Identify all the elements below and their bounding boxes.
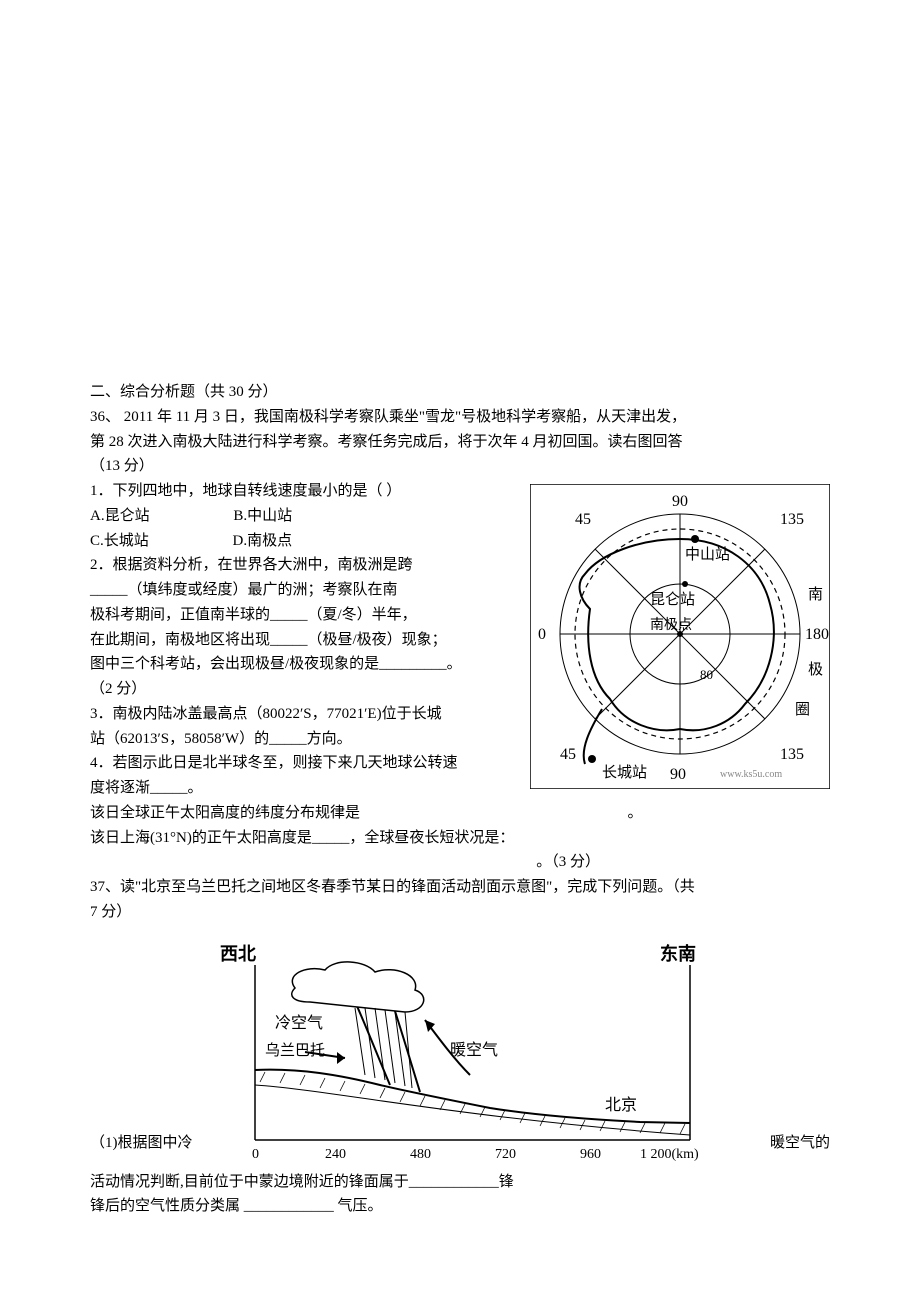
q37-stem-2: 7 分） — [90, 900, 830, 925]
svg-text:冷空气: 冷空气 — [275, 1014, 323, 1032]
q36-sub1: 1．下列四地中，地球自转线速度最小的是（ ） — [90, 479, 510, 504]
q36-sub2-pts: （2 分） — [90, 677, 510, 702]
option-a: A.昆仑站 — [90, 504, 150, 529]
svg-text:中山站: 中山站 — [685, 546, 730, 563]
q37-sub1-suffix: 暖空气的 — [770, 1131, 830, 1152]
svg-text:www.ks5u.com: www.ks5u.com — [720, 769, 782, 780]
q36-sub2-l2: _____（填纬度或经度）最广的洲；考察队在南 — [90, 578, 510, 603]
svg-text:0: 0 — [538, 626, 546, 643]
q36-stem-3: （13 分） — [90, 454, 830, 479]
svg-text:240: 240 — [325, 1147, 346, 1162]
option-d: D.南极点 — [233, 529, 293, 554]
svg-text:45: 45 — [560, 746, 576, 763]
cross-section-figure: 西北 东南 — [210, 940, 710, 1170]
q36-sub2-l5: 图中三个科考站，会出现极昼/极夜现象的是_________。 — [90, 652, 510, 677]
q36-sub4-l4: 该日上海(31°N)的正午太阳高度是_____，全球昼夜长短状况是： — [90, 826, 830, 851]
q36-sub4-l3: 该日全球正午太阳高度的纬度分布规律是 。 — [90, 801, 830, 826]
svg-text:西北: 西北 — [220, 944, 256, 964]
svg-text:长城站: 长城站 — [602, 764, 647, 781]
q36-sub4-l3-end: 。 — [628, 805, 643, 821]
svg-text:东南: 东南 — [660, 943, 696, 964]
svg-text:北京: 北京 — [605, 1096, 637, 1114]
svg-text:180: 180 — [805, 626, 829, 643]
svg-text:0: 0 — [252, 1147, 259, 1162]
q37-sub1-l2: 活动情况判断,目前位于中蒙边境附近的锋面属于____________锋 — [90, 1170, 830, 1195]
svg-text:45: 45 — [575, 511, 591, 528]
q36-sub4-l2: 度将逐渐_____。 — [90, 776, 510, 801]
question-37: 37、读"北京至乌兰巴托之间地区冬春季节某日的锋面活动剖面示意图"，完成下列问题… — [90, 875, 830, 1219]
q36-sub4-l1: 4．若图示此日是北半球冬至，则接下来几天地球公转速 — [90, 751, 510, 776]
q37-figure-wrapper: 西北 东南 — [90, 940, 830, 1170]
svg-text:135: 135 — [780, 746, 804, 763]
svg-text:圈: 圈 — [795, 702, 810, 718]
svg-text:极: 极 — [808, 661, 823, 678]
option-c: C.长城站 — [90, 529, 149, 554]
q36-sub4-pts: 。（3 分） — [90, 850, 830, 875]
q36-sub3-l1: 3．南极内陆冰盖最高点（80022′S，77021′E)位于长城 — [90, 702, 510, 727]
q36-sub2-l1: 2．根据资料分析，在世界各大洲中，南极洲是跨 — [90, 553, 510, 578]
q37-stem-1: 37、读"北京至乌兰巴托之间地区冬春季节某日的锋面活动剖面示意图"，完成下列问题… — [90, 875, 830, 900]
svg-text:90: 90 — [672, 493, 688, 510]
svg-text:720: 720 — [495, 1147, 516, 1162]
q36-sub2-l3: 极科考期间，正值南半球的_____（夏/冬）半年， — [90, 603, 510, 628]
option-b: B.中山站 — [233, 504, 292, 529]
svg-text:乌兰巴托: 乌兰巴托 — [265, 1042, 325, 1059]
q36-stem-1: 36、 2011 年 11 月 3 日，我国南极科学考察队乘坐"雪龙"号极地科学… — [90, 405, 830, 430]
svg-text:960: 960 — [580, 1147, 601, 1162]
q36-stem-2: 第 28 次进入南极大陆进行科学考察。考察任务完成后，将于次年 4 月初回国。读… — [90, 430, 830, 455]
question-36: 36、 2011 年 11 月 3 日，我国南极科学考察队乘坐"雪龙"号极地科学… — [90, 405, 830, 875]
q36-sub2-l4: 在此期间，南极地区将出现_____（极昼/极夜）现象； — [90, 628, 510, 653]
svg-text:昆仑站: 昆仑站 — [650, 591, 695, 608]
svg-text:135: 135 — [780, 511, 804, 528]
svg-text:480: 480 — [410, 1147, 431, 1162]
svg-text:1 200(km): 1 200(km) — [640, 1147, 699, 1162]
q36-sub4-l3-text: 该日全球正午太阳高度的纬度分布规律是 — [90, 805, 360, 821]
q37-sub1-prefix: （1)根据图中冷 — [90, 1131, 193, 1152]
q36-sub3-l2: 站（62013′S，58058′W）的_____方向。 — [90, 727, 510, 752]
q37-sub1-l3: 锋后的空气性质分类属 ____________ 气压。 — [90, 1194, 830, 1219]
q36-sub1-options-row1: A.昆仑站 B.中山站 — [90, 504, 510, 529]
q36-sub1-options-row2: C.长城站 D.南极点 — [90, 529, 510, 554]
svg-text:暖空气: 暖空气 — [450, 1041, 498, 1059]
svg-text:南极点: 南极点 — [650, 617, 692, 633]
svg-text:南: 南 — [808, 586, 823, 603]
svg-text:80: 80 — [700, 667, 713, 682]
svg-text:90: 90 — [670, 766, 686, 783]
section-2-header: 二、综合分析题（共 30 分） — [90, 380, 830, 405]
antarctica-map-figure: 45 90 135 0 180 45 90 135 中山站 昆仑站 南极点 80… — [530, 484, 830, 789]
